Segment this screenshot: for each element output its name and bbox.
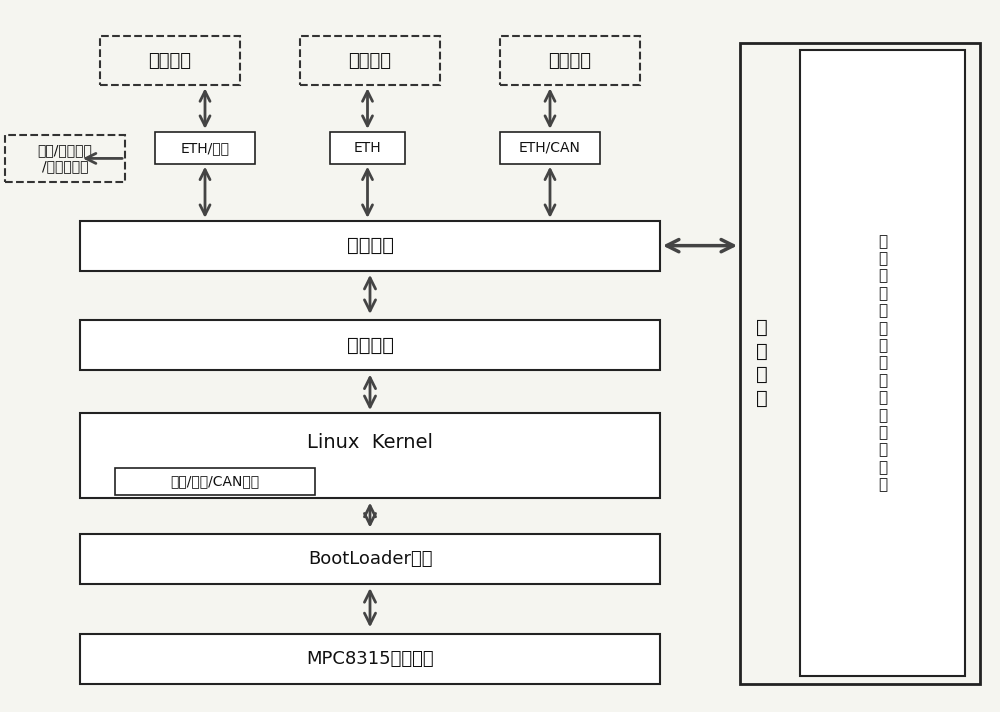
FancyBboxPatch shape <box>80 413 660 498</box>
Text: 专网/无线公网
/无线自组网: 专网/无线公网 /无线自组网 <box>38 143 92 174</box>
Text: 文件系统: 文件系统 <box>347 336 394 355</box>
Text: 运营系统: 运营系统 <box>148 51 192 70</box>
Text: Linux  Kernel: Linux Kernel <box>307 434 433 452</box>
Text: 安
全
模
块: 安 全 模 块 <box>756 318 768 408</box>
Text: 网口/串口/CAN驱动: 网口/串口/CAN驱动 <box>170 474 260 488</box>
FancyBboxPatch shape <box>100 36 240 85</box>
FancyBboxPatch shape <box>155 132 255 164</box>
Text: ETH/CAN: ETH/CAN <box>519 141 581 155</box>
FancyBboxPatch shape <box>300 36 440 85</box>
Text: 上层应用: 上层应用 <box>347 236 394 255</box>
Text: BootLoader启动: BootLoader启动 <box>308 550 432 568</box>
Text: MPC8315硬件平台: MPC8315硬件平台 <box>306 649 434 668</box>
FancyBboxPatch shape <box>80 320 660 370</box>
FancyBboxPatch shape <box>115 468 315 495</box>
FancyBboxPatch shape <box>80 534 660 584</box>
Text: 安
全
通
信
子
模
块
／
安
全
存
储
子
模
块: 安 全 通 信 子 模 块 ／ 安 全 存 储 子 模 块 <box>878 234 887 493</box>
Text: ETH/串口: ETH/串口 <box>181 141 230 155</box>
FancyBboxPatch shape <box>740 43 980 684</box>
FancyBboxPatch shape <box>800 50 965 676</box>
Text: 充电设施: 充电设施 <box>549 51 592 70</box>
Text: ETH: ETH <box>354 141 381 155</box>
FancyBboxPatch shape <box>80 634 660 684</box>
FancyBboxPatch shape <box>500 36 640 85</box>
FancyBboxPatch shape <box>80 221 660 271</box>
FancyBboxPatch shape <box>330 132 405 164</box>
Text: 后台监控: 后台监控 <box>349 51 392 70</box>
FancyBboxPatch shape <box>5 135 125 182</box>
FancyBboxPatch shape <box>500 132 600 164</box>
